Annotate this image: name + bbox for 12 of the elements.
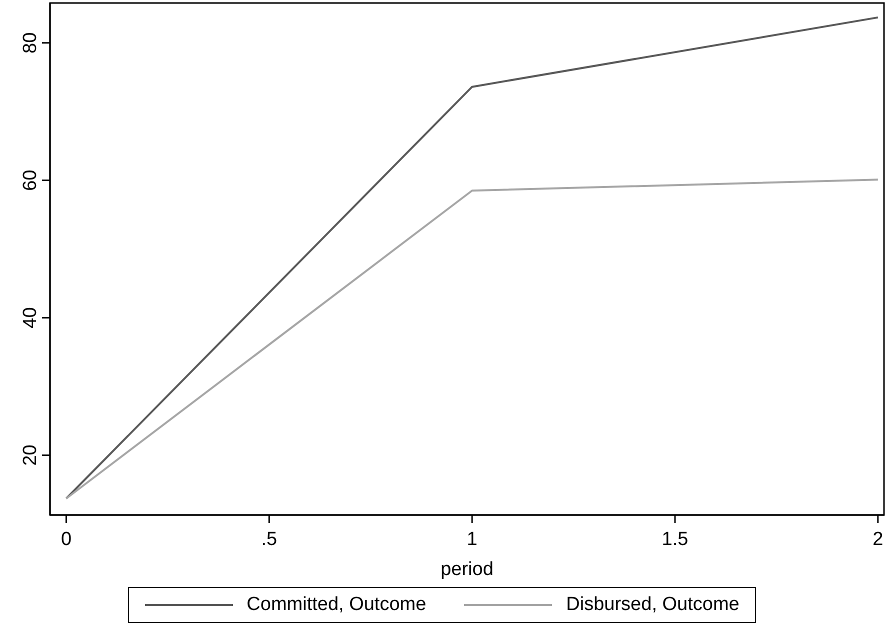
y-tick-label: 80	[20, 32, 41, 54]
y-tick-label: 60	[20, 170, 41, 191]
x-tick-label: 1	[466, 529, 478, 550]
x-tick-label: 1.5	[662, 529, 688, 550]
y-tick-label: 40	[20, 307, 41, 328]
x-tick-label: .5	[261, 529, 278, 550]
legend-label: Committed, Outcome	[246, 594, 426, 616]
y-tick-label: 20	[20, 444, 41, 466]
legend-label: Disbursed, Outcome	[566, 594, 740, 616]
x-axis-title: period	[440, 559, 494, 580]
x-tick-label: 2	[872, 529, 884, 550]
x-tick-label: 0	[60, 529, 72, 550]
